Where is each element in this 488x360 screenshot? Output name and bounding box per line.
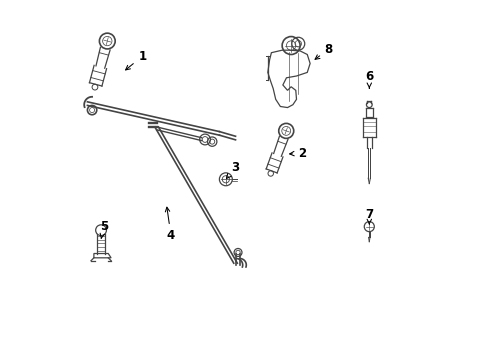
- Text: 6: 6: [365, 69, 373, 88]
- Text: 7: 7: [365, 208, 373, 224]
- Text: 3: 3: [226, 161, 239, 179]
- Text: 5: 5: [100, 220, 108, 239]
- Text: 8: 8: [314, 42, 332, 59]
- Text: 4: 4: [165, 207, 175, 242]
- Text: 2: 2: [289, 147, 305, 159]
- Text: 1: 1: [125, 50, 146, 70]
